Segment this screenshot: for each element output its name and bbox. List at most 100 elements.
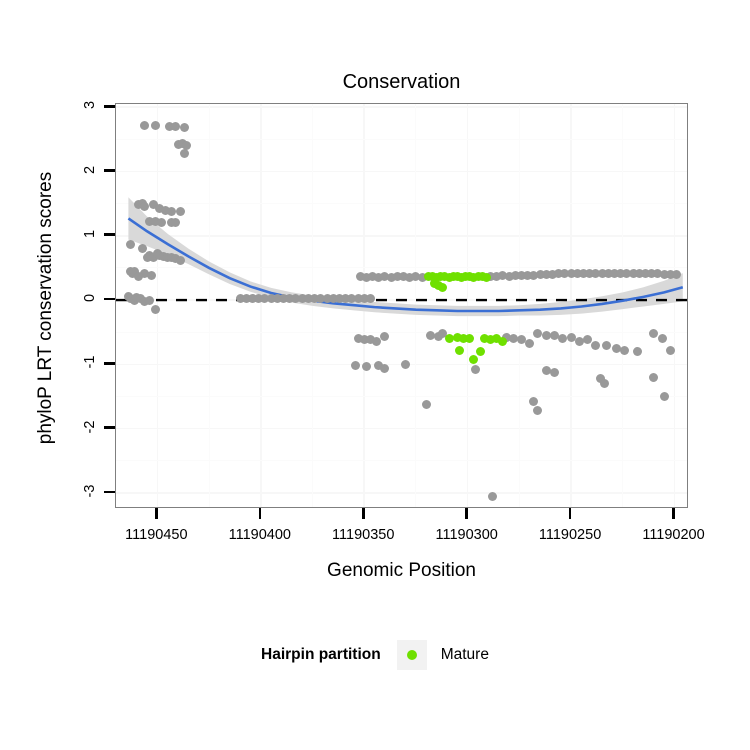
data-point-other xyxy=(516,271,526,281)
data-point-other xyxy=(380,332,390,342)
data-point-other xyxy=(616,268,626,278)
data-point-other xyxy=(303,294,313,304)
data-point-other xyxy=(659,392,669,401)
x-tick-label: 11190350 xyxy=(332,527,395,543)
data-point-other xyxy=(566,332,576,342)
data-point-other xyxy=(533,406,543,416)
y-axis-title: phyloP LRT conservation scores xyxy=(35,171,56,445)
data-point-other xyxy=(657,334,667,344)
data-point-other xyxy=(150,120,160,130)
data-point-other xyxy=(574,337,584,347)
y-tick-label: 1 xyxy=(82,229,98,238)
data-point-other xyxy=(487,491,497,501)
data-point-other xyxy=(316,294,326,304)
data-point-other xyxy=(154,204,164,214)
data-point-other xyxy=(361,361,371,371)
gridline-x xyxy=(260,104,262,507)
x-tick-label: 11190300 xyxy=(435,527,498,543)
data-point-other xyxy=(612,343,622,353)
gridline-x xyxy=(466,104,469,507)
y-tick xyxy=(104,297,115,301)
data-point-other xyxy=(579,268,588,278)
y-tick-label: 0 xyxy=(82,294,98,303)
data-point-other xyxy=(175,255,185,265)
data-point-other xyxy=(560,269,570,279)
y-tick xyxy=(104,362,115,365)
gridline-y-minor xyxy=(116,203,687,205)
data-point-other xyxy=(510,271,520,281)
data-point-other xyxy=(558,334,568,344)
data-point-other xyxy=(374,273,384,283)
confidence-band xyxy=(128,197,683,317)
data-point-mature xyxy=(479,334,489,344)
data-point-other xyxy=(634,268,644,278)
data-point-other xyxy=(492,272,502,282)
data-point-other xyxy=(550,367,560,377)
data-point-other xyxy=(502,332,512,342)
data-point-other xyxy=(248,294,258,304)
data-point-mature xyxy=(465,334,475,344)
gridline-y xyxy=(116,170,687,173)
data-point-other xyxy=(359,294,369,304)
data-point-other xyxy=(550,330,560,340)
legend-title: Hairpin partition xyxy=(261,646,381,663)
data-point-other xyxy=(148,253,158,263)
data-point-other xyxy=(241,293,251,303)
data-point-other xyxy=(171,218,181,228)
data-point-other xyxy=(525,339,535,349)
legend-key-mature[interactable] xyxy=(396,640,427,670)
x-tick xyxy=(155,508,158,519)
data-point-other xyxy=(672,269,682,279)
data-point-other xyxy=(140,202,150,212)
data-point-other xyxy=(328,294,338,304)
data-point-other xyxy=(425,330,435,340)
data-point-other xyxy=(386,273,396,283)
data-point-mature xyxy=(444,334,454,344)
data-point-other xyxy=(547,269,557,279)
data-point-other xyxy=(401,359,411,369)
y-tick xyxy=(104,233,115,237)
data-point-other xyxy=(351,361,361,371)
gridline-y-minor xyxy=(116,460,687,462)
data-point-other xyxy=(161,205,171,215)
data-point-other xyxy=(504,271,514,281)
data-point-other xyxy=(365,335,375,345)
data-point-mature xyxy=(452,332,462,342)
data-point-other xyxy=(291,294,301,304)
gridline-y xyxy=(116,106,687,108)
data-point-other xyxy=(380,363,390,373)
y-tick-label: 2 xyxy=(82,165,98,174)
plot-panel-inner xyxy=(116,104,687,507)
data-point-other xyxy=(541,366,551,376)
data-point-other xyxy=(595,374,605,383)
data-point-other xyxy=(641,269,651,279)
data-point-other xyxy=(140,120,150,130)
data-point-other xyxy=(179,149,189,158)
y-tick-label: 3 xyxy=(82,101,98,110)
data-point-other xyxy=(603,268,613,278)
data-point-other xyxy=(665,345,675,355)
data-point-other xyxy=(529,397,539,407)
data-point-mature xyxy=(454,345,464,355)
data-point-other xyxy=(392,272,402,282)
data-point-other xyxy=(144,216,154,226)
x-tick xyxy=(672,508,675,519)
data-point-other xyxy=(541,330,551,340)
data-point-other xyxy=(372,336,382,346)
data-point-other xyxy=(659,269,669,279)
data-point-mature xyxy=(469,354,479,364)
data-point-other xyxy=(438,329,448,338)
data-point-other xyxy=(165,122,175,131)
y-tick xyxy=(104,426,115,429)
data-point-other xyxy=(649,372,659,382)
data-point-other xyxy=(134,272,144,282)
data-point-other xyxy=(421,399,431,409)
data-point-mature xyxy=(498,336,508,346)
data-point-other xyxy=(591,340,601,350)
data-point-other xyxy=(628,268,638,278)
data-point-other xyxy=(541,269,551,279)
y-tick-label: -3 xyxy=(82,484,98,498)
data-point-other xyxy=(411,272,421,282)
data-point-other xyxy=(254,294,264,304)
